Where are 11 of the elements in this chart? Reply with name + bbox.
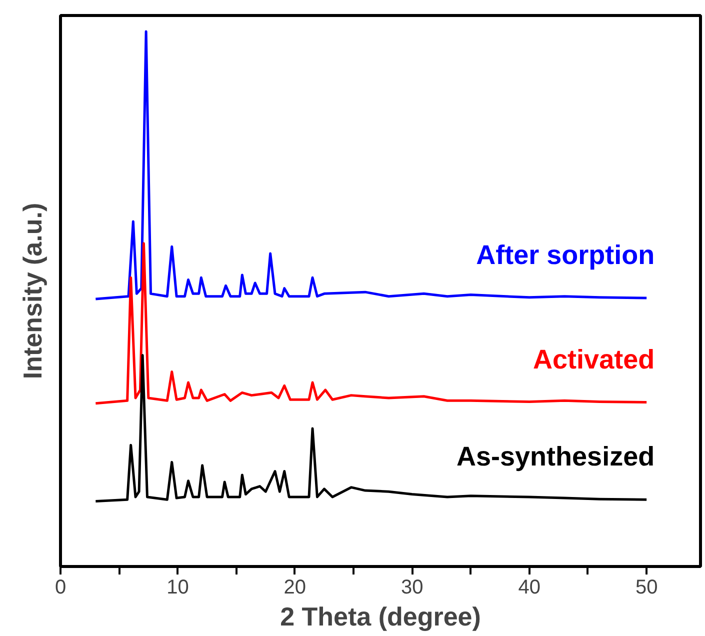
x-axis-title: 2 Theta (degree) <box>280 602 481 632</box>
y-axis-title: Intensity (a.u.) <box>18 202 48 380</box>
series-label: As-synthesized <box>456 442 655 472</box>
x-tick-label: 20 <box>284 576 306 598</box>
x-tick-label: 40 <box>518 576 540 598</box>
series-label: Activated <box>533 344 655 374</box>
x-tick-label: 30 <box>401 576 424 598</box>
series-label: After sorption <box>476 240 655 270</box>
x-tick-label: 10 <box>166 576 189 598</box>
x-tick-label: 50 <box>635 576 658 598</box>
x-tick-label: 0 <box>54 576 66 598</box>
